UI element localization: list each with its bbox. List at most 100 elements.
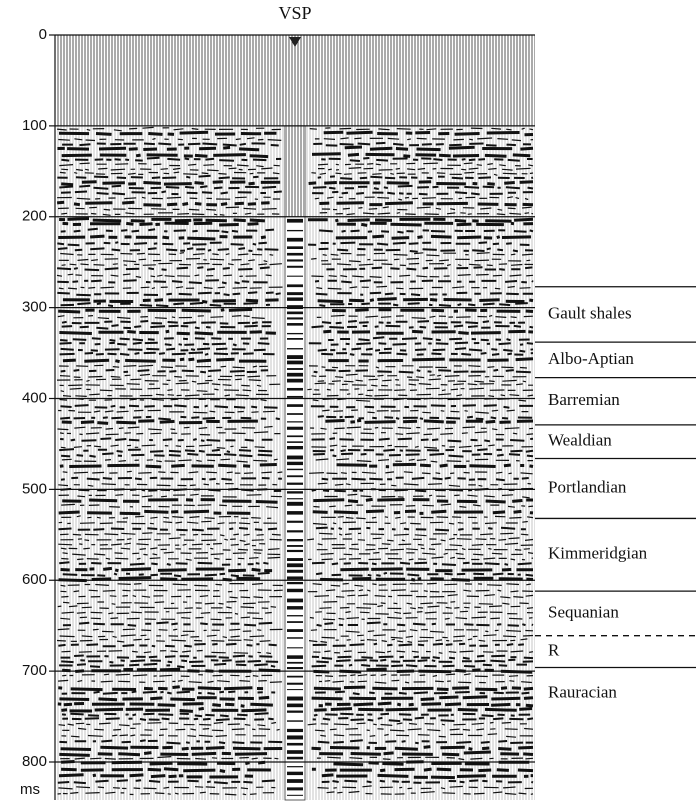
- reflector: [59, 351, 534, 356]
- reflector: [61, 610, 534, 615]
- reflector: [61, 594, 534, 599]
- reflector: [59, 462, 534, 469]
- reflector: [60, 301, 528, 308]
- reflector: [60, 252, 534, 257]
- reflector: [59, 364, 527, 369]
- reflector: [57, 314, 533, 320]
- reflector: [56, 200, 534, 207]
- reflector: [60, 347, 534, 353]
- reflector: [58, 409, 529, 414]
- reflector: [59, 634, 534, 639]
- reflector: [59, 448, 534, 454]
- reflector: [57, 206, 532, 211]
- reflector: [60, 404, 533, 409]
- reflector: [60, 589, 534, 593]
- reflector: [58, 509, 534, 516]
- y-tick-label: 200: [22, 208, 47, 225]
- reflector: [60, 415, 533, 421]
- reflector: [57, 196, 529, 201]
- formation-label: Albo-Aptian: [548, 349, 634, 368]
- reflector: [60, 566, 534, 573]
- reflector: [59, 739, 533, 745]
- reflector: [61, 180, 534, 187]
- reflector: [61, 458, 533, 463]
- reflector: [57, 605, 534, 610]
- reflector: [58, 307, 534, 314]
- reflector: [62, 221, 534, 227]
- reflector: [60, 745, 534, 751]
- y-tick-label: 100: [22, 117, 47, 134]
- formation-label: R: [548, 640, 560, 659]
- reflector: [58, 721, 527, 727]
- reflector: [61, 167, 531, 172]
- reflector: [60, 336, 530, 342]
- reflector: [57, 779, 534, 785]
- reflector: [62, 470, 533, 475]
- reflector: [56, 638, 528, 643]
- reflector: [62, 673, 534, 678]
- reflector: [57, 628, 534, 633]
- reflector: [62, 600, 529, 605]
- reflector: [61, 418, 534, 425]
- formation-label: Sequanian: [548, 602, 619, 621]
- reflector: [58, 679, 532, 684]
- reflector: [60, 616, 533, 621]
- reflector: [57, 266, 533, 272]
- reflector: [60, 387, 534, 393]
- reflector: [58, 257, 531, 263]
- reflector: [59, 162, 534, 168]
- reflector: [58, 130, 534, 137]
- formation-label: Barremian: [548, 390, 620, 409]
- reflector: [57, 701, 534, 708]
- reflector: [60, 547, 530, 551]
- y-tick-label: 600: [22, 571, 47, 588]
- reflector: [58, 526, 526, 532]
- reflector: [59, 341, 534, 347]
- reflector: [62, 357, 534, 364]
- reflector: [60, 532, 529, 537]
- reflector: [61, 152, 531, 159]
- reflector: [56, 273, 534, 278]
- y-tick-label: 500: [22, 480, 47, 497]
- vsp-marker: [289, 37, 301, 47]
- reflector: [58, 785, 534, 790]
- reflector: [60, 756, 534, 761]
- reflector: [61, 515, 534, 520]
- seismic-texture: [55, 35, 535, 801]
- reflector: [61, 733, 534, 738]
- reflector: [57, 126, 534, 132]
- y-tick-label: 800: [22, 753, 47, 770]
- y-tick-label: 400: [22, 389, 47, 406]
- reflector: [60, 444, 534, 449]
- reflector: [60, 582, 532, 587]
- reflector: [60, 537, 534, 542]
- reflector: [61, 452, 534, 458]
- vsp-top: [285, 125, 305, 217]
- formation-label: Rauracian: [548, 682, 617, 701]
- reflector: [61, 690, 530, 696]
- vsp-label: VSP: [278, 3, 311, 23]
- reflector: [62, 727, 534, 732]
- reflector: [62, 297, 534, 304]
- reflector: [58, 773, 533, 780]
- reflector: [57, 279, 534, 285]
- reflector: [58, 542, 534, 547]
- reflector: [59, 184, 534, 190]
- reflector: [59, 662, 527, 669]
- reflector: [59, 750, 534, 757]
- y-tick-label: 300: [22, 299, 47, 316]
- reflector: [57, 174, 534, 180]
- reflector: [58, 493, 530, 499]
- formation-label: Portlandian: [548, 477, 627, 496]
- reflector: [61, 320, 526, 325]
- reflector: [61, 649, 534, 655]
- reflector: [62, 393, 534, 398]
- reflector: [61, 212, 534, 216]
- reflector: [61, 556, 534, 561]
- reflector: [60, 476, 529, 482]
- reflector: [61, 324, 534, 330]
- reflector: [58, 482, 531, 487]
- y-tick-label: 0: [39, 26, 47, 43]
- reflector: [59, 695, 534, 702]
